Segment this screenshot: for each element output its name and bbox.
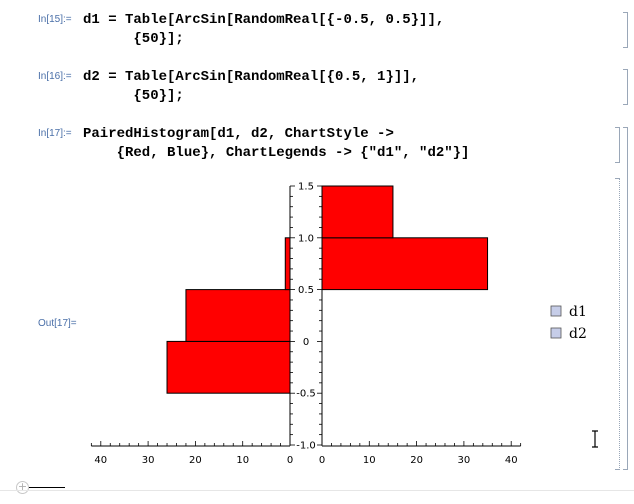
center-tick-label: 1.5 [298,182,314,193]
legend-label-d2: d2 [569,326,587,342]
legend-swatch-d1 [550,305,562,317]
code-line: PairedHistogram[d1, d2, ChartStyle -> [83,126,394,142]
new-cell-button[interactable]: + [16,480,29,494]
output-cell-bracket[interactable] [615,178,620,470]
left-count-tick-label: 40 [94,455,107,466]
input-code[interactable]: d1 = Table[ArcSin[RandomReal[{-0.5, 0.5}… [83,11,444,49]
input-code[interactable]: d2 = Table[ArcSin[RandomReal[{0.5, 1}]],… [83,68,419,106]
group-bracket[interactable] [623,127,628,470]
center-tick-label: 0.5 [298,285,314,296]
input-code[interactable]: PairedHistogram[d1, d2, ChartStyle -> {R… [83,125,469,163]
bar-d2-bin-3 [321,237,489,291]
center-tick-label: 0 [303,337,309,348]
right-count-tick-label: 0 [319,455,325,466]
left-count-tick-label: 20 [189,455,202,466]
input-label: In[16]:= [38,71,72,82]
code-line: d2 = Table[ArcSin[RandomReal[{0.5, 1}]], [83,69,420,85]
bars-layer [166,185,489,394]
right-count-tick-label: 40 [505,455,518,466]
code-line: {50}]; [83,88,184,104]
output-label: Out[17]= [38,318,77,329]
cell-bracket[interactable] [623,12,628,48]
code-line: {50}]; [83,31,184,47]
cell-bracket[interactable] [623,69,628,105]
axes-layer: -1.0 -0.5 0 0.5 1.0 1.5 40 30 20 10 0 0 10 20 30 40 [90,182,522,466]
left-count-tick-label: 30 [142,455,155,466]
right-count-tick-label: 30 [458,455,471,466]
insertion-line [29,487,65,488]
legend-swatch-d2 [550,327,562,339]
window-bottom-edge [0,490,634,491]
right-count-tick-label: 20 [410,455,423,466]
right-count-tick-label: 10 [363,455,376,466]
left-count-tick-label: 10 [236,455,249,466]
center-tick-label: -1.0 [296,441,316,452]
bar-d1-bin-2 [185,289,291,342]
center-tick-label: 1.0 [298,233,314,244]
bar-d1-bin-1 [166,340,291,394]
cell-bracket[interactable] [615,127,620,163]
code-line: d1 = Table[ArcSin[RandomReal[{-0.5, 0.5}… [83,12,445,28]
center-tick-label: -0.5 [296,389,316,400]
bar-d2-bin-4 [321,185,394,239]
bar-d1-bin-3 [284,237,291,291]
input-label: In[17]:= [38,128,72,139]
legend-label-d1: d1 [569,304,587,320]
input-label: In[15]:= [38,14,72,25]
code-line: {Red, Blue}, ChartLegends -> {"d1", "d2"… [83,145,470,161]
text-cursor-icon [592,430,598,448]
left-count-tick-label: 0 [287,455,293,466]
